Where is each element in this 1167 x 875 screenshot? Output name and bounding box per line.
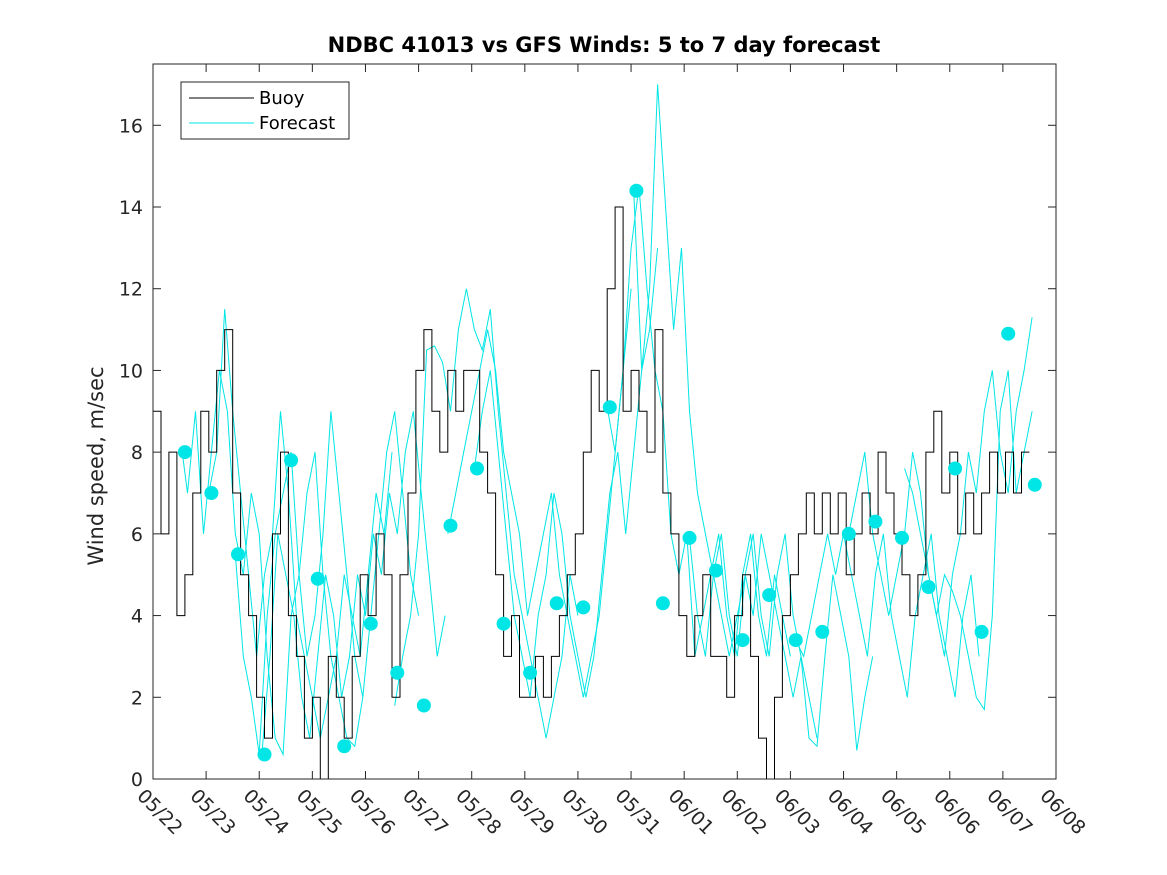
buoy-line xyxy=(153,206,1030,780)
x-tick-label: 05/28 xyxy=(451,785,505,839)
forecast-point xyxy=(443,518,458,533)
x-tick-label: 05/27 xyxy=(398,785,452,839)
x-tick-label: 06/06 xyxy=(929,785,983,839)
forecast-point xyxy=(390,665,405,680)
legend-box xyxy=(180,81,350,140)
forecast-point xyxy=(576,600,591,615)
buoy-series xyxy=(153,206,1030,780)
forecast-point xyxy=(682,530,697,545)
forecast-point xyxy=(284,453,299,468)
forecast-line-11 xyxy=(795,533,980,698)
forecast-point xyxy=(470,461,484,476)
x-tick-label: 05/31 xyxy=(611,785,665,839)
x-tick-label: 06/07 xyxy=(982,785,1036,839)
x-tick-label: 05/25 xyxy=(292,785,346,839)
forecast-point xyxy=(895,530,909,545)
forecast-point xyxy=(921,580,936,594)
forecast-point xyxy=(815,624,830,639)
x-tick-label: 05/26 xyxy=(345,785,399,839)
forecast-point xyxy=(629,183,644,198)
forecast-point xyxy=(735,633,750,648)
x-tick-label: 05/23 xyxy=(186,785,240,839)
forecast-point xyxy=(204,486,219,500)
chart-title: NDBC 41013 vs GFS Winds: 5 to 7 day fore… xyxy=(328,33,881,57)
x-tick-label: 06/01 xyxy=(664,785,718,839)
forecast-point xyxy=(363,616,378,631)
y-tick-label: 10 xyxy=(119,360,143,382)
forecast-point xyxy=(416,698,431,713)
axes-frame xyxy=(152,63,1057,780)
forecast-point xyxy=(841,526,856,541)
x-tick-label: 06/08 xyxy=(1035,785,1089,839)
plot-area xyxy=(153,64,1056,779)
forecast-line-1 xyxy=(181,370,364,757)
y-tick-label: 6 xyxy=(131,524,143,546)
forecast-line-3 xyxy=(234,411,420,755)
plot-background xyxy=(153,64,1056,779)
y-axis-label: Wind speed, m/sec xyxy=(84,366,108,565)
legend: Buoy Forecast xyxy=(180,81,350,140)
forecast-point xyxy=(974,624,989,639)
y-tick-label: 16 xyxy=(119,115,143,137)
y-tick-label: 8 xyxy=(131,442,143,464)
y-tick-label: 12 xyxy=(119,279,143,301)
y-tick-label: 14 xyxy=(119,197,143,219)
forecast-point xyxy=(496,616,511,631)
forecast-series xyxy=(181,84,1033,757)
forecast-point xyxy=(868,514,883,529)
x-tick-label: 06/05 xyxy=(876,785,930,839)
forecast-line-12 xyxy=(848,317,1033,657)
x-tick-label: 05/30 xyxy=(557,785,611,839)
forecast-line-6 xyxy=(447,288,632,698)
x-tick-label: 06/04 xyxy=(823,785,877,839)
legend-forecast-label: Forecast xyxy=(259,113,335,134)
forecast-point xyxy=(602,400,617,415)
forecast-line-10 xyxy=(689,533,874,751)
forecast-point xyxy=(231,547,245,562)
forecast-point xyxy=(709,563,723,578)
x-tick-label: 05/22 xyxy=(132,785,186,839)
forecast-line-7 xyxy=(473,247,659,698)
forecast-point xyxy=(948,461,963,476)
forecast-point xyxy=(1027,477,1042,492)
x-tick-label: 05/24 xyxy=(239,785,293,839)
forecast-point xyxy=(1001,326,1016,341)
y-tick-label: 4 xyxy=(131,606,143,628)
y-tick-label: 0 xyxy=(131,769,143,791)
forecast-point xyxy=(310,571,325,586)
forecast-line-2 xyxy=(208,309,393,739)
forecast-point xyxy=(523,665,538,680)
forecast-point xyxy=(257,747,272,762)
forecast-line-9 xyxy=(633,84,818,739)
x-tick-label: 05/29 xyxy=(504,785,558,839)
legend-buoy-label: Buoy xyxy=(259,88,305,109)
forecast-line-5 xyxy=(394,288,579,739)
forecast-point xyxy=(549,596,564,611)
forecast-point xyxy=(337,739,352,754)
forecast-point xyxy=(788,633,803,648)
forecast-point xyxy=(762,588,777,603)
x-tick-label: 06/02 xyxy=(717,785,771,839)
x-tick-label: 06/03 xyxy=(770,785,824,839)
forecast-line-4 xyxy=(261,411,446,755)
y-tick-label: 2 xyxy=(131,687,143,709)
forecast-point xyxy=(655,596,670,611)
forecast-point xyxy=(177,445,192,460)
forecast-points xyxy=(177,183,1042,762)
